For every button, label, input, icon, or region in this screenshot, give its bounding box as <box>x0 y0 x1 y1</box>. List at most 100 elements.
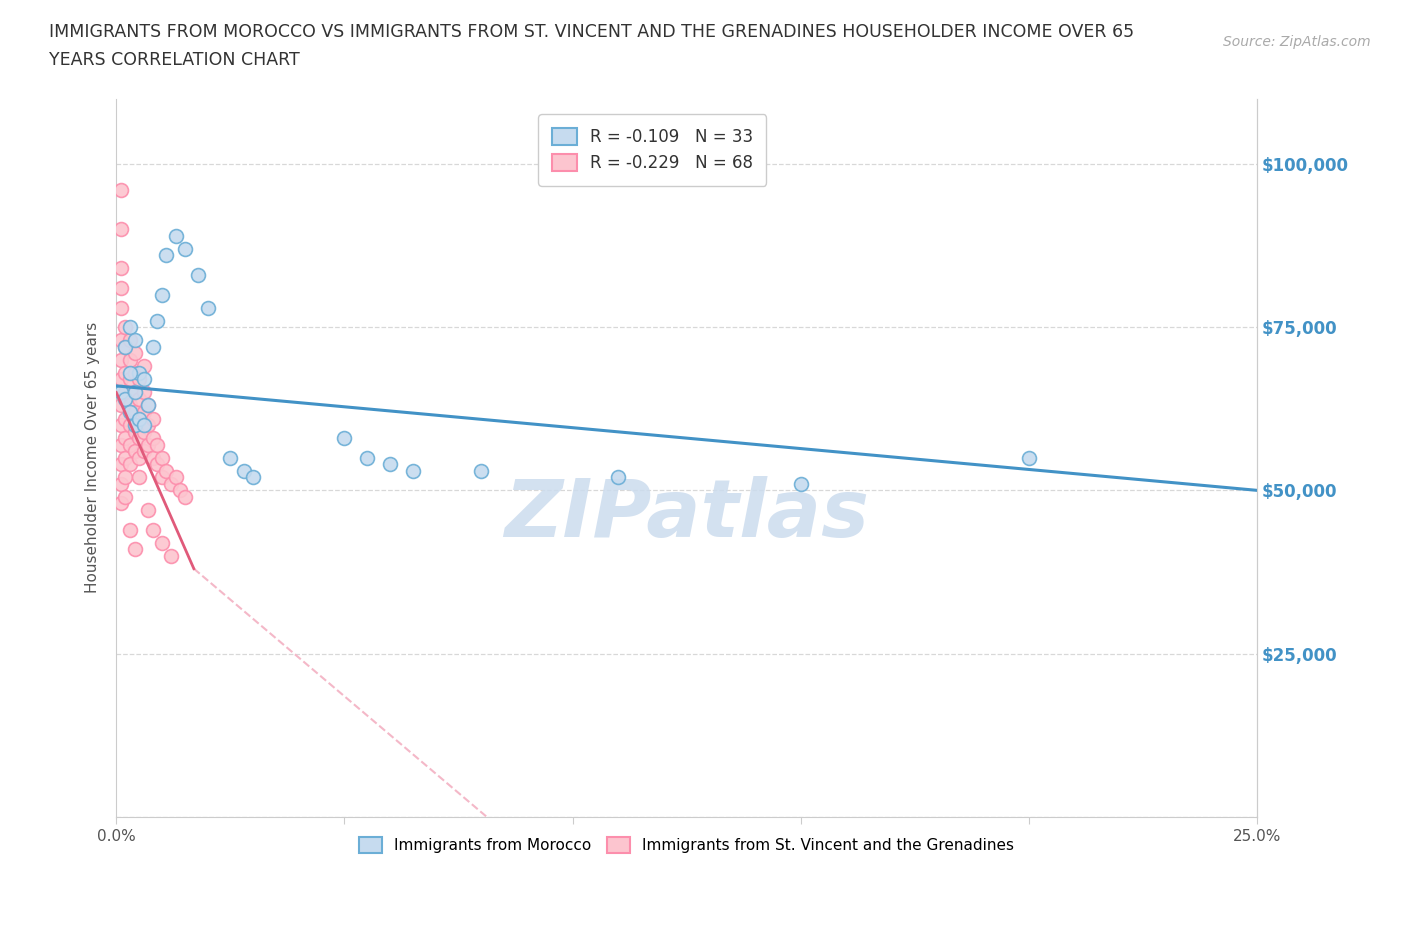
Point <box>132 424 155 439</box>
Point <box>110 222 132 237</box>
Point <box>124 405 146 419</box>
Point <box>114 411 136 426</box>
Point <box>165 229 187 244</box>
Point <box>118 320 141 335</box>
Point <box>150 535 173 550</box>
Text: Source: ZipAtlas.com: Source: ZipAtlas.com <box>1223 35 1371 49</box>
Point <box>155 248 177 263</box>
Point <box>114 489 136 504</box>
Point <box>333 431 356 445</box>
Point <box>114 339 136 354</box>
Point <box>470 463 492 478</box>
Point <box>132 359 155 374</box>
Point <box>114 385 136 400</box>
Point <box>136 502 159 517</box>
Point <box>128 365 150 380</box>
Point <box>132 385 155 400</box>
Point <box>118 333 141 348</box>
Y-axis label: Householder Income Over 65 years: Householder Income Over 65 years <box>86 322 100 593</box>
Point <box>1018 450 1040 465</box>
Point <box>142 522 165 537</box>
Point <box>124 541 146 556</box>
Point <box>114 339 136 354</box>
Point <box>110 476 132 491</box>
Text: ZIPatlas: ZIPatlas <box>505 476 869 554</box>
Text: IMMIGRANTS FROM MOROCCO VS IMMIGRANTS FROM ST. VINCENT AND THE GRENADINES HOUSEH: IMMIGRANTS FROM MOROCCO VS IMMIGRANTS FR… <box>49 23 1135 41</box>
Point <box>146 313 169 328</box>
Point <box>124 333 146 348</box>
Point <box>110 333 132 348</box>
Point <box>242 470 264 485</box>
Point <box>110 398 132 413</box>
Point <box>110 182 132 197</box>
Point <box>160 476 183 491</box>
Point <box>142 450 165 465</box>
Point <box>136 418 159 432</box>
Point <box>124 365 146 380</box>
Point <box>128 470 150 485</box>
Point <box>378 457 401 472</box>
Point <box>607 470 630 485</box>
Point <box>150 470 173 485</box>
Point <box>132 372 155 387</box>
Point <box>128 450 150 465</box>
Point <box>128 411 150 426</box>
Point <box>110 418 132 432</box>
Point <box>146 457 169 472</box>
Point <box>402 463 425 478</box>
Point <box>132 444 155 458</box>
Point <box>124 346 146 361</box>
Point <box>114 392 136 406</box>
Point <box>110 496 132 511</box>
Point <box>146 437 169 452</box>
Point <box>128 411 150 426</box>
Point <box>110 457 132 472</box>
Point <box>155 463 177 478</box>
Point <box>197 300 219 315</box>
Point <box>142 431 165 445</box>
Point <box>124 444 146 458</box>
Point <box>142 411 165 426</box>
Point <box>187 268 209 283</box>
Point <box>150 287 173 302</box>
Point <box>165 470 187 485</box>
Point <box>110 372 132 387</box>
Legend: Immigrants from Morocco, Immigrants from St. Vincent and the Grenadines: Immigrants from Morocco, Immigrants from… <box>353 831 1021 859</box>
Point <box>114 320 136 335</box>
Point <box>124 424 146 439</box>
Point <box>128 431 150 445</box>
Point <box>124 418 146 432</box>
Point <box>118 352 141 367</box>
Point <box>173 242 195 257</box>
Point <box>160 548 183 563</box>
Point <box>118 437 141 452</box>
Point <box>118 405 141 419</box>
Point <box>169 483 191 498</box>
Point <box>114 470 136 485</box>
Point <box>789 476 811 491</box>
Point <box>124 385 146 400</box>
Point <box>118 522 141 537</box>
Point <box>173 489 195 504</box>
Point <box>114 450 136 465</box>
Point <box>233 463 256 478</box>
Point <box>128 392 150 406</box>
Point <box>110 385 132 400</box>
Point <box>110 281 132 296</box>
Point <box>132 405 155 419</box>
Point <box>114 431 136 445</box>
Point <box>150 450 173 465</box>
Point <box>118 365 141 380</box>
Point <box>110 300 132 315</box>
Point <box>118 457 141 472</box>
Point <box>219 450 242 465</box>
Point <box>110 437 132 452</box>
Point <box>118 418 141 432</box>
Point <box>110 261 132 276</box>
Point <box>118 398 141 413</box>
Text: YEARS CORRELATION CHART: YEARS CORRELATION CHART <box>49 51 299 69</box>
Point <box>114 365 136 380</box>
Point <box>128 372 150 387</box>
Point <box>110 352 132 367</box>
Point <box>132 418 155 432</box>
